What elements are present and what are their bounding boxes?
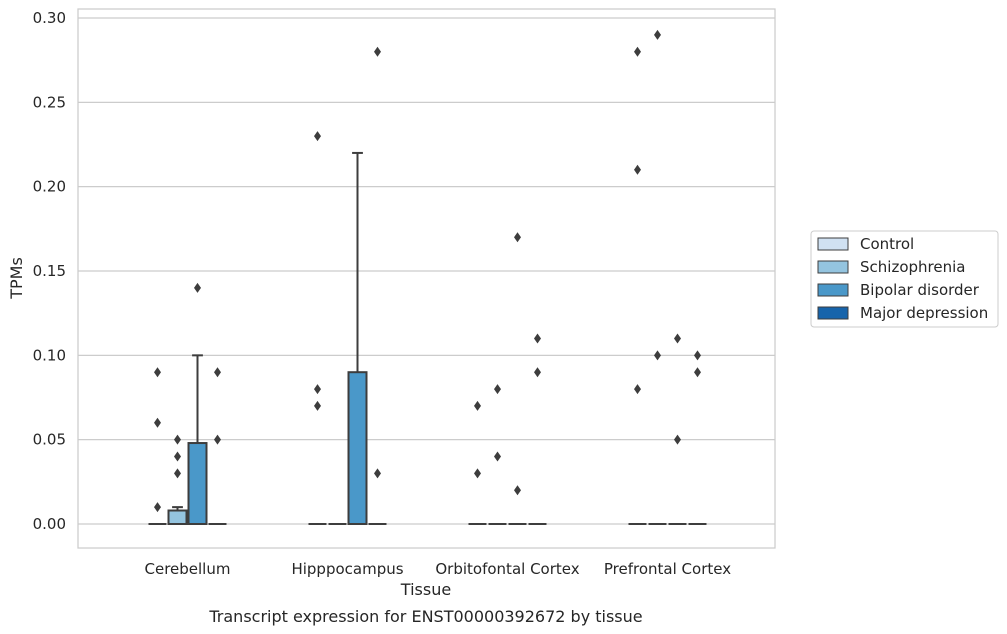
y-tick-label: 0.15 (33, 262, 66, 280)
outlier-point (154, 502, 161, 513)
box-body (347, 371, 368, 526)
outlier-point (534, 333, 541, 344)
x-axis-label: Tissue (400, 580, 451, 599)
boxes (148, 151, 707, 526)
outlier-point (674, 333, 681, 344)
x-tick-label: Orbitofontal Cortex (435, 560, 579, 578)
legend-entry: Control (860, 235, 914, 253)
outlier-point (514, 232, 521, 243)
outlier-point (694, 367, 701, 378)
x-tick-label: Hipppocampus (291, 560, 403, 578)
outlier-point (534, 367, 541, 378)
legend-entry: Bipolar disorder (860, 281, 980, 299)
outlier-point (174, 451, 181, 462)
outlier-point (314, 400, 321, 411)
gridlines (78, 17, 775, 525)
legend-swatch (817, 306, 849, 320)
outlier-point (194, 282, 201, 293)
box-bipolar-disorder (347, 151, 368, 526)
legend-frame (810, 230, 999, 328)
outlier-point (314, 384, 321, 395)
legend-entry: Major depression (860, 304, 988, 322)
outlier-point (474, 468, 481, 479)
y-axis-label: TPMs (7, 257, 26, 300)
y-tick-label: 0.20 (33, 178, 66, 196)
x-tick-labels: Cerebellum Hipppocampus Orbitofontal Corte… (145, 560, 732, 578)
legend-swatch (817, 260, 849, 274)
y-tick-label: 0.05 (33, 431, 66, 449)
y-tick-label: 0.00 (33, 515, 66, 533)
outlier-point (374, 46, 381, 57)
x-tick-label: Cerebellum (145, 560, 231, 578)
outlier-point (174, 468, 181, 479)
legend-entry: Schizophrenia (860, 258, 965, 276)
outlier-point (634, 384, 641, 395)
outlier-point (154, 417, 161, 428)
outlier-point (174, 434, 181, 445)
outlier-point (514, 485, 521, 496)
outlier-point (374, 468, 381, 479)
outlier-point (214, 367, 221, 378)
outlier-point (634, 46, 641, 57)
outlier-point (634, 164, 641, 175)
plot-area-frame (77, 8, 776, 549)
outlier-point (154, 367, 161, 378)
legend-swatch (817, 237, 849, 251)
outlier-point (474, 400, 481, 411)
outlier-point (214, 434, 221, 445)
outlier-point (314, 131, 321, 142)
box-body (167, 509, 188, 525)
outlier-point (654, 350, 661, 361)
legend: Control Schizophrenia Bipolar disorder Majo… (810, 230, 999, 328)
outlier-point (494, 451, 501, 462)
y-tick-labels: 0.00 0.05 0.10 0.15 0.20 0.25 0.30 (33, 9, 66, 533)
outlier-point (674, 434, 681, 445)
legend-swatch (817, 283, 849, 297)
outlier-points (154, 29, 701, 513)
outlier-point (654, 29, 661, 40)
x-tick-label: Prefrontal Cortex (604, 560, 731, 578)
box-schizophrenia (167, 506, 188, 525)
box-bipolar-disorder (187, 354, 208, 526)
y-tick-label: 0.10 (33, 346, 66, 364)
box-body (187, 442, 208, 526)
outlier-point (494, 384, 501, 395)
chart-caption: Transcript expression for ENST0000039267… (208, 607, 642, 626)
y-tick-label: 0.30 (33, 9, 66, 27)
y-tick-label: 0.25 (33, 93, 66, 111)
outlier-point (694, 350, 701, 361)
